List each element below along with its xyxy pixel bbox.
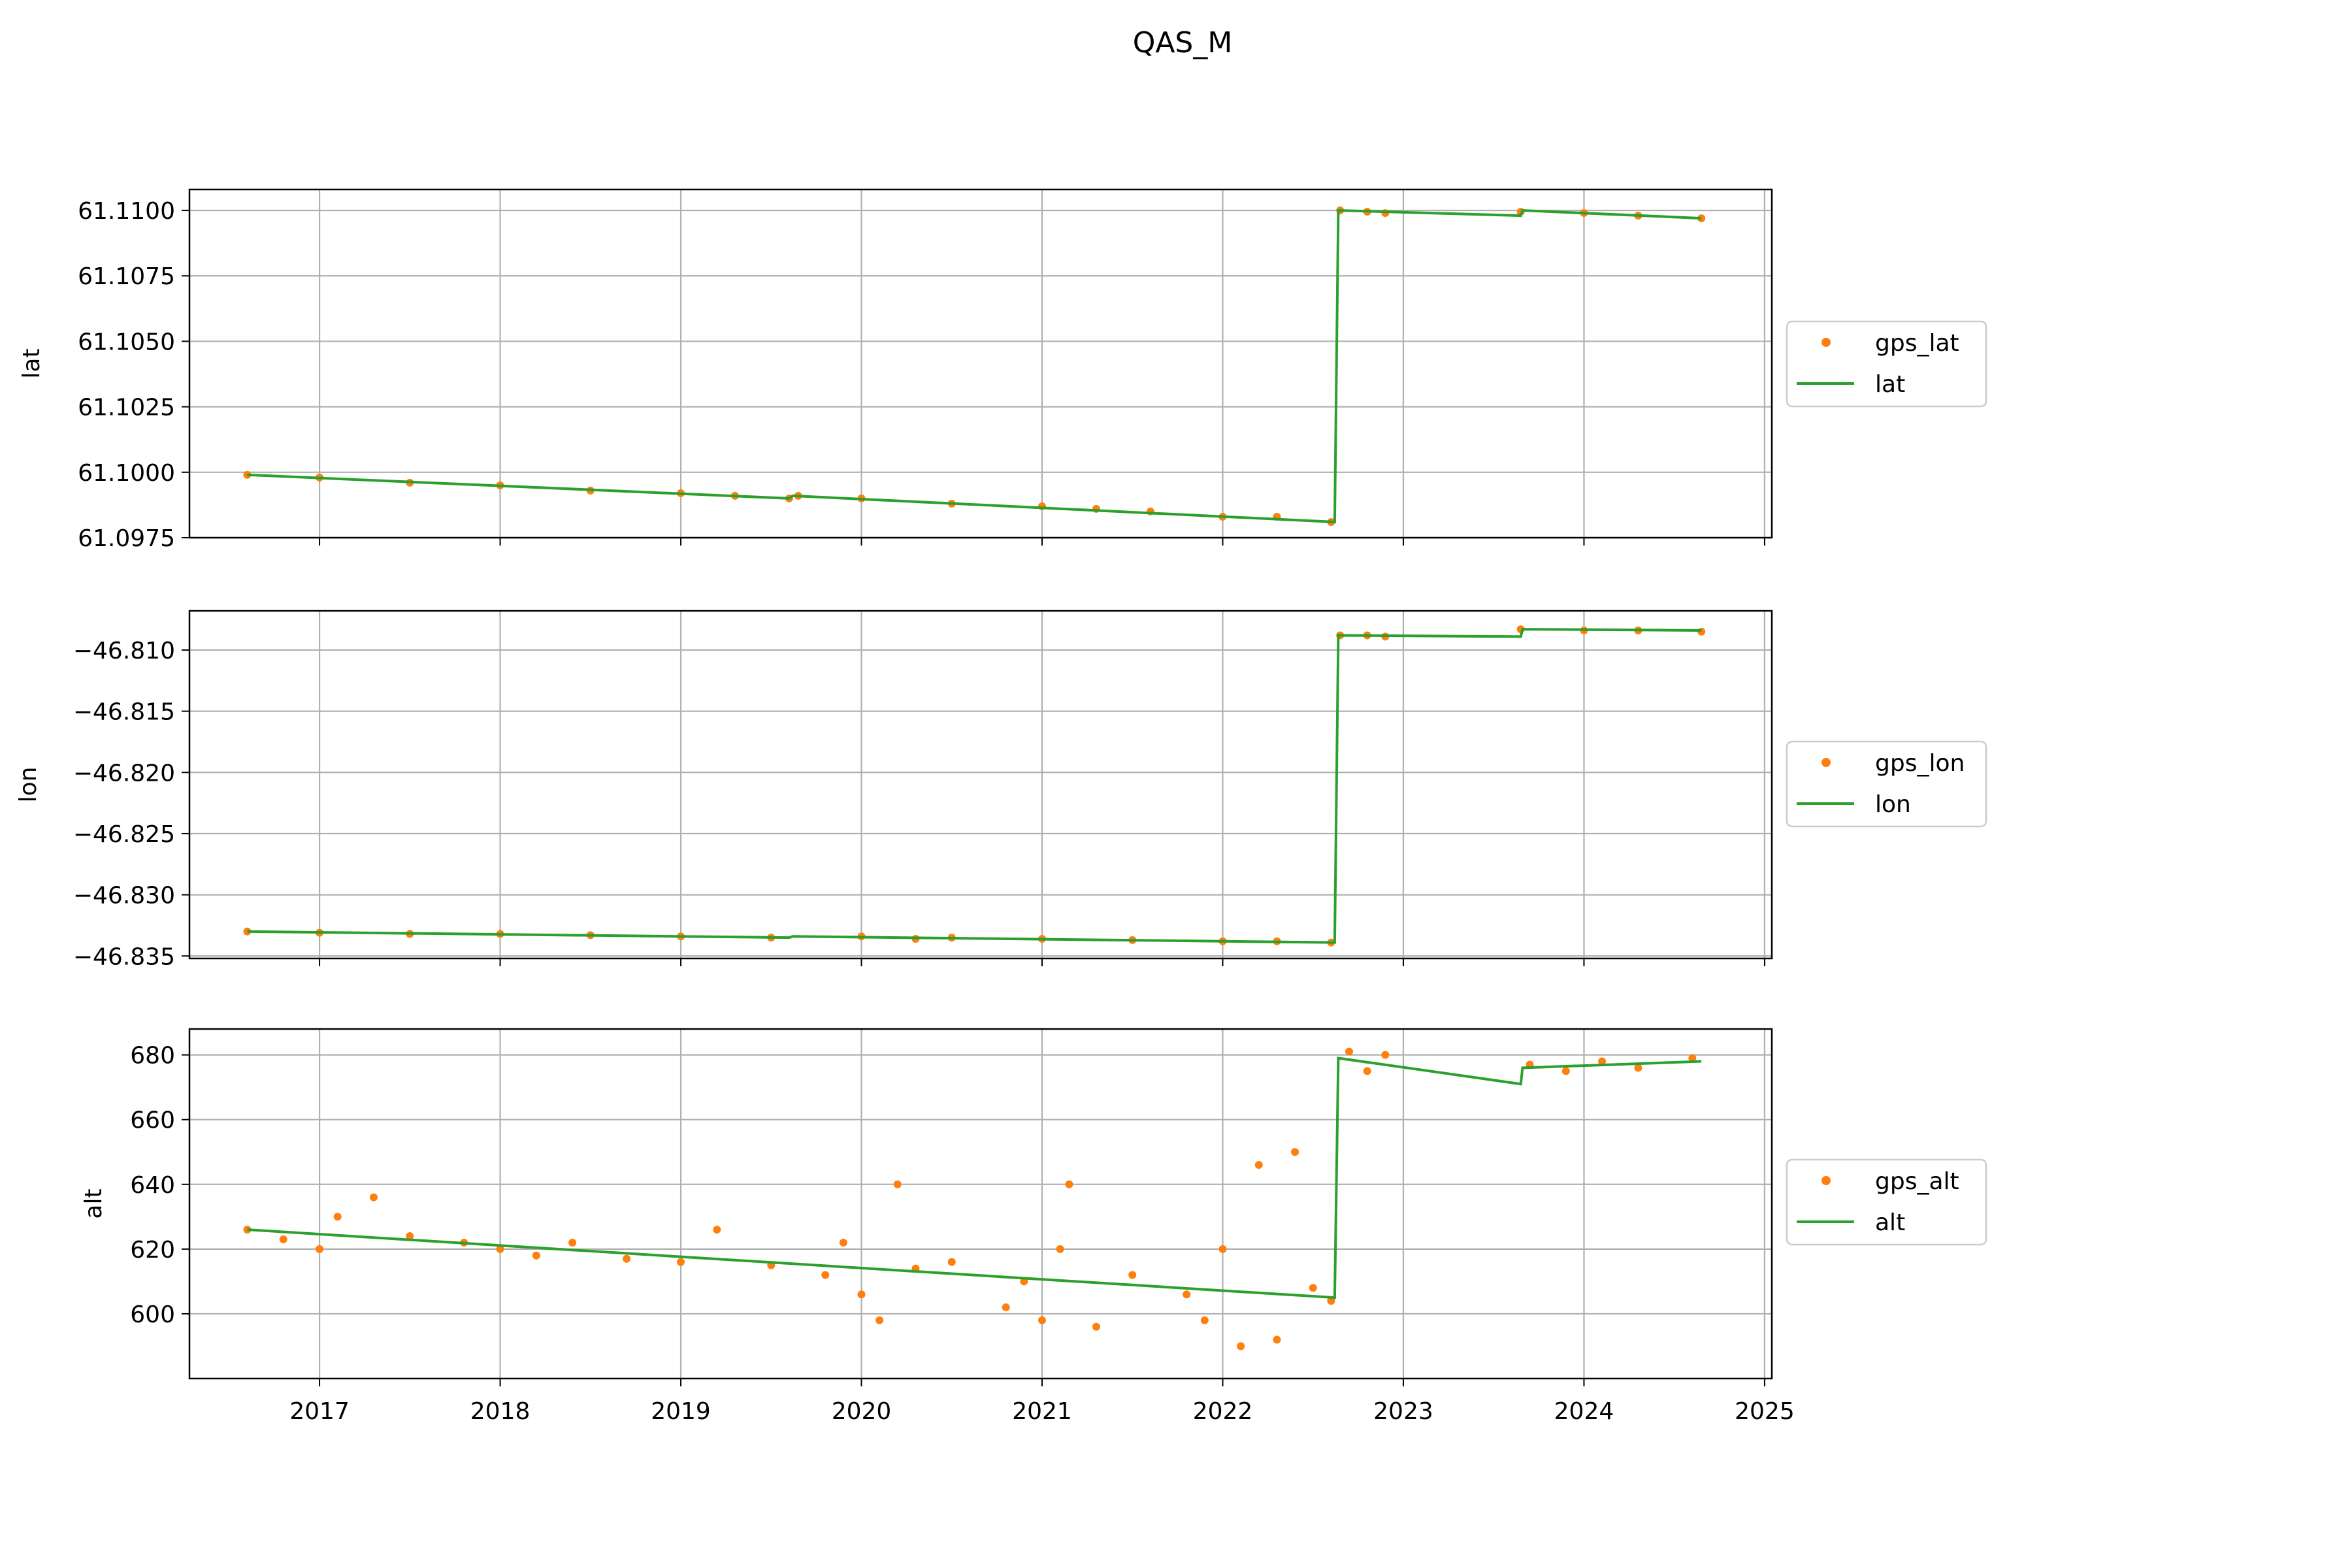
gps_alt-point: [1200, 1316, 1209, 1324]
y-tick-label: −46.815: [73, 699, 175, 726]
axes-frame: [188, 188, 1773, 539]
legend-entry-label: lat: [1875, 371, 1905, 398]
gps_alt-point: [857, 1290, 866, 1299]
y-tick-label: 61.1100: [78, 198, 175, 225]
x-tick-label: 2024: [1554, 1398, 1614, 1425]
gps_alt-point: [893, 1180, 902, 1188]
gps_alt-point: [1327, 1297, 1335, 1305]
gps_alt-point: [947, 1258, 956, 1266]
y-tick-label: 61.0975: [78, 525, 175, 552]
legend-box: [1786, 1158, 1987, 1246]
y-axis-label: alt: [80, 1188, 107, 1218]
axes-frame: [188, 1028, 1773, 1380]
legend-entry-label: alt: [1875, 1209, 1905, 1236]
y-tick-label: −46.835: [73, 943, 175, 970]
legend-entry-label: gps_lon: [1875, 750, 1965, 777]
series-gps_lon: [243, 625, 1706, 947]
x-tick-label: 2021: [1012, 1398, 1072, 1425]
gps_alt-point: [875, 1316, 884, 1324]
gps_alt-point: [1056, 1245, 1064, 1253]
series-lat-line: [247, 208, 1702, 524]
gps_alt-point: [1254, 1161, 1263, 1169]
legend-entry-label: gps_lat: [1875, 330, 1959, 357]
y-axis-label: lon: [15, 767, 42, 803]
legend-box: [1786, 740, 1987, 828]
y-tick-label: 640: [130, 1172, 175, 1199]
x-tick-label: 2023: [1373, 1398, 1433, 1425]
gps_alt-point: [333, 1213, 342, 1221]
x-tick-label: 2018: [470, 1398, 531, 1425]
legend-marker-points: [1821, 1176, 1831, 1185]
x-tick-label: 2020: [832, 1398, 892, 1425]
gps_alt-point: [1128, 1271, 1137, 1279]
gps_alt-point: [1002, 1303, 1010, 1312]
gps_alt-point: [713, 1226, 721, 1234]
gps_alt-point: [532, 1251, 540, 1260]
x-tick-label: 2022: [1193, 1398, 1253, 1425]
figure-title: QAS_M: [1133, 26, 1233, 59]
gps_alt-point: [821, 1271, 830, 1279]
subplot-alt: 2017 2018 2019 2020 2021 2022 2023 2024 2025 600 6…: [80, 1028, 1987, 1425]
gps_alt-point: [1561, 1067, 1570, 1075]
gps_alt-point: [279, 1235, 287, 1243]
gps_alt-point: [1345, 1047, 1354, 1056]
y-tick-label: 680: [130, 1043, 175, 1070]
legend-marker-points: [1821, 758, 1831, 767]
gps_alt-point: [1237, 1342, 1245, 1350]
y-axis-label: lat: [18, 348, 45, 378]
gps_alt-point: [1218, 1245, 1227, 1253]
y-tick-label: 61.1075: [78, 263, 175, 290]
gps_alt-point: [1183, 1290, 1191, 1299]
x-tick-label: 2019: [651, 1398, 711, 1425]
gps_alt-point: [316, 1245, 324, 1253]
y-tick-label: 61.1000: [78, 460, 175, 487]
gps_alt-point: [1065, 1180, 1073, 1188]
y-tick-label: 620: [130, 1237, 175, 1264]
gps_alt-point: [623, 1254, 631, 1263]
gps_alt-point: [1634, 1064, 1642, 1072]
subplot-lon: −46.835 −46.830 −46.825 −46.820 −46.815 −46.8…: [15, 610, 1987, 970]
gps_alt-point: [370, 1193, 378, 1201]
x-tick-label: 2017: [289, 1398, 350, 1425]
y-tick-label: 660: [130, 1107, 175, 1134]
gps_alt-point: [677, 1258, 685, 1266]
series-lon-line: [247, 628, 1702, 944]
gps_alt-point: [1381, 1051, 1390, 1059]
gps_alt-point: [1273, 1335, 1281, 1344]
y-tick-label: 61.1050: [78, 329, 175, 355]
y-tick-label: −46.825: [73, 821, 175, 848]
legend-entry-label: gps_alt: [1875, 1168, 1959, 1195]
gps_alt-point: [1688, 1054, 1697, 1062]
gps_alt-point: [1291, 1148, 1299, 1156]
gps_alt-point: [839, 1238, 847, 1247]
series-gps_alt: [243, 1047, 1697, 1350]
legend-entry-label: lon: [1875, 791, 1911, 818]
axes-frame: [188, 610, 1773, 960]
gps_alt-point: [1092, 1322, 1100, 1331]
gps_alt-point: [406, 1232, 414, 1241]
y-tick-label: 61.1025: [78, 395, 175, 421]
legend-marker-points: [1821, 338, 1831, 347]
gps_alt-point: [1309, 1284, 1317, 1292]
gps_alt-point: [496, 1245, 504, 1253]
gps_alt-point: [1363, 1067, 1371, 1075]
subplot-lat: 61.0975 61.1000 61.1025 61.1050 61.1075 61.11…: [18, 188, 1987, 552]
series-gps_lat: [243, 206, 1706, 526]
gps_alt-point: [1598, 1057, 1607, 1066]
x-tick-label: 2025: [1735, 1398, 1795, 1425]
series-alt-line: [247, 1056, 1702, 1299]
y-tick-label: 600: [130, 1301, 175, 1328]
subplots: 61.0975 61.1000 61.1025 61.1050 61.1075 61.11…: [15, 188, 1987, 1425]
legend-box: [1786, 320, 1987, 408]
y-tick-label: −46.830: [73, 883, 175, 909]
y-tick-label: −46.820: [73, 760, 175, 787]
gps_alt-point: [568, 1238, 577, 1247]
gps_alt-point: [1038, 1316, 1047, 1324]
y-tick-label: −46.810: [73, 638, 175, 664]
